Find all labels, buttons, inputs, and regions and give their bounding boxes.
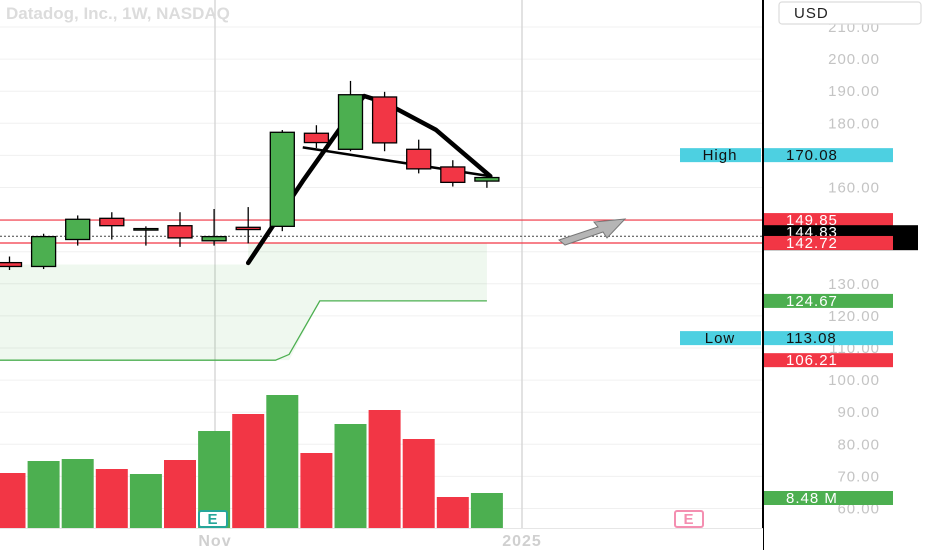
high-low-name-text: Low [705, 330, 736, 347]
volume-bar [300, 453, 333, 528]
price-tag [764, 293, 893, 308]
pattern-upper-line [245, 93, 493, 266]
candle-body [0, 261, 23, 268]
triangle-pattern [245, 93, 627, 266]
candle-body [65, 218, 91, 241]
candle-body [167, 225, 193, 239]
volume-bar [232, 414, 265, 528]
price-tick-label: 190.00 [828, 83, 880, 100]
time-axis[interactable]: Nov 2025 E E [0, 510, 763, 550]
earnings-marker-label: E [683, 511, 694, 528]
price-tags: High170.08149.85144.83+25.93%142.72124.6… [680, 147, 918, 507]
volume-bar [27, 461, 60, 528]
candle-body [269, 131, 295, 227]
high-low-price-text: 113.08 [786, 330, 837, 347]
high-low-name-tag [680, 148, 761, 163]
candle-body [133, 227, 159, 231]
candle-body [371, 96, 398, 144]
time-tick-label: 2025 [502, 533, 542, 550]
candle-body [406, 148, 432, 170]
candle-body [474, 176, 500, 182]
symbol-title: Datadog, Inc., 1W, NASDAQ [6, 4, 230, 23]
volume-bar [164, 460, 196, 528]
projection-fill [0, 242, 487, 361]
price-tick-label: 120.00 [828, 308, 880, 325]
volume-bar [368, 410, 401, 528]
price-tag [764, 235, 893, 250]
earnings-marker-label: E [207, 511, 218, 528]
price-tag-text: 8.48 M [786, 490, 838, 507]
price-tag-text: 124.67 [786, 293, 838, 310]
high-low-name-text: High [703, 147, 738, 164]
candle-body [30, 235, 57, 268]
price-axis[interactable]: 210.00200.00190.00180.00160.00130.00120.… [762, 0, 932, 550]
volume-bar [334, 424, 367, 528]
currency-label: USD [794, 5, 829, 22]
candle-body [303, 132, 330, 144]
candle-body [235, 226, 261, 231]
price-tag-text: 149.85 [786, 212, 838, 229]
volume-bar [0, 473, 26, 528]
projection-lower-line [0, 300, 487, 361]
price-tick-label: 70.00 [837, 468, 880, 485]
price-tag-text: 106.21 [786, 352, 838, 369]
price-tick-label: 90.00 [837, 404, 880, 421]
volume-bar [266, 395, 299, 528]
candle-body [99, 217, 125, 227]
price-axis-bg [764, 0, 932, 550]
volume-bar [61, 459, 94, 528]
candles [0, 80, 500, 270]
candle-body [337, 94, 364, 150]
price-tick-label: 200.00 [828, 51, 880, 68]
volume-bar [95, 469, 128, 528]
earnings-marker [674, 510, 704, 528]
high-low-price-tag [764, 148, 893, 163]
volume-bar [402, 439, 435, 528]
candle-body [201, 235, 227, 242]
high-low-price-text: 170.08 [786, 147, 838, 164]
volume-bars [0, 395, 503, 528]
volume-bar [470, 493, 503, 528]
volume-bar [129, 474, 162, 528]
earnings-marker [198, 510, 228, 528]
price-tag [764, 491, 893, 505]
price-tick-label: 80.00 [837, 436, 880, 453]
price-tag-text: 142.72 [786, 235, 838, 252]
breakout-arrow [557, 218, 627, 246]
price-tick-label: 130.00 [828, 276, 880, 293]
candle-body [440, 166, 466, 184]
volume-bar [436, 497, 469, 528]
high-low-price-tag [764, 331, 893, 346]
price-tick-label: 180.00 [828, 115, 880, 132]
high-low-name-tag [680, 331, 761, 346]
time-axis-bg [0, 529, 763, 550]
price-tick-label: 100.00 [828, 372, 880, 389]
currency-button[interactable] [778, 1, 922, 25]
projection-band [0, 219, 763, 361]
price-tick-label: 160.00 [828, 180, 880, 197]
time-tick-label: Nov [198, 533, 231, 550]
price-tag [764, 213, 893, 228]
price-tag [764, 353, 893, 368]
